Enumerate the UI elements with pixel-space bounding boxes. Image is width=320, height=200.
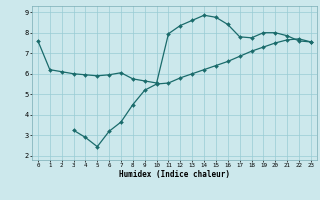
- X-axis label: Humidex (Indice chaleur): Humidex (Indice chaleur): [119, 170, 230, 179]
